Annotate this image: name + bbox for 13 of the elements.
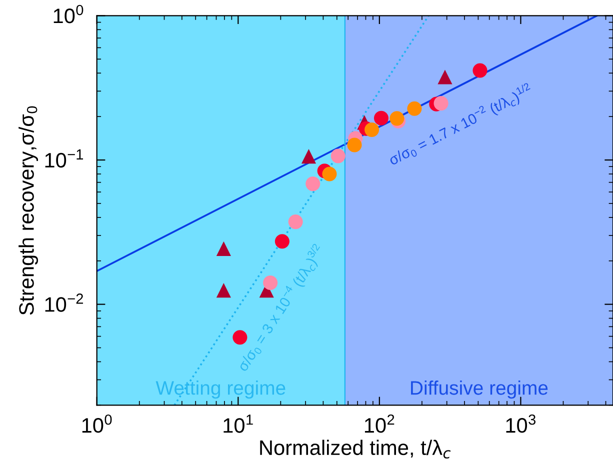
x-tick-label: 10$^{0}$	[82, 414, 112, 433]
x-tick-label: 10$^{3}$	[506, 414, 536, 433]
band-label: Diffusive regime	[411, 380, 548, 399]
x-axis-title: Normalized time, t/λ$_{c}$	[260, 440, 451, 458]
x-tick-label: 10$^{2}$	[364, 414, 394, 433]
annotation: σ/σ$_{0}$ = 1.7 x 10$^{−2}$ (t/λ$_{c}$)$^{1/2}$	[386, 82, 534, 168]
annotation: σ/σ$_{0}$ = 3 x 10$^{−4}$ (t/λ$_{c}$)$^{3/2}$	[234, 242, 328, 374]
y-tick-label: 10$^{0}$	[54, 4, 84, 24]
y-axis-title: Strength recovery,σ/σ$_{0}$	[18, 106, 38, 315]
band-label: Wetting regime	[156, 380, 286, 399]
x-tick-label: 10$^{1}$	[224, 414, 253, 433]
y-tick-label: 10$^{−1}$	[45, 149, 84, 168]
y-tick-label: 10$^{−2}$	[45, 294, 83, 312]
